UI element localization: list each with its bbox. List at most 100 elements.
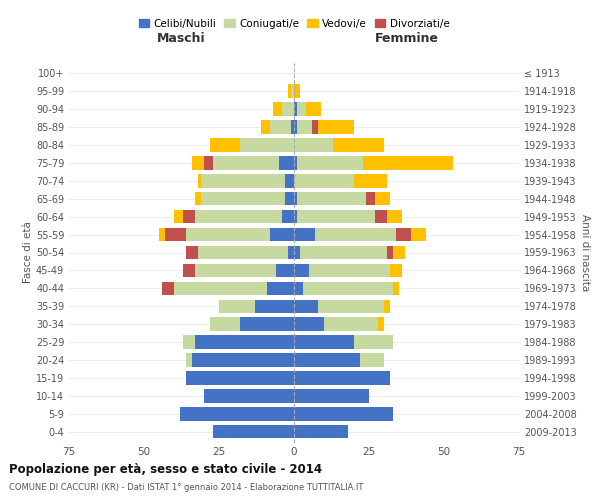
Bar <box>294 407 393 420</box>
Bar <box>210 318 240 331</box>
Bar <box>201 174 285 188</box>
Bar <box>288 246 294 259</box>
Bar <box>183 210 195 224</box>
Bar <box>294 156 297 170</box>
Bar <box>297 210 375 224</box>
Bar <box>270 120 291 134</box>
Bar <box>213 425 294 438</box>
Bar <box>240 318 294 331</box>
Bar <box>183 336 195 349</box>
Bar <box>294 371 390 384</box>
Bar <box>390 264 402 277</box>
Bar <box>204 389 294 402</box>
Bar <box>318 300 384 313</box>
Bar <box>195 210 282 224</box>
Bar <box>285 174 294 188</box>
Bar <box>183 264 195 277</box>
Bar <box>366 192 375 205</box>
Bar <box>354 336 393 349</box>
Bar <box>294 120 297 134</box>
Bar <box>291 84 294 98</box>
Bar <box>267 282 294 295</box>
Bar <box>294 336 354 349</box>
Bar <box>297 156 363 170</box>
Bar <box>201 192 285 205</box>
Bar <box>294 354 360 367</box>
Bar <box>315 228 396 241</box>
Bar <box>309 264 390 277</box>
Bar <box>282 102 294 116</box>
Bar <box>291 120 294 134</box>
Y-axis label: Anni di nascita: Anni di nascita <box>581 214 590 291</box>
Bar <box>219 300 255 313</box>
Bar <box>312 120 318 134</box>
Bar <box>294 264 309 277</box>
Bar <box>285 192 294 205</box>
Bar <box>294 425 348 438</box>
Bar <box>165 228 186 241</box>
Bar <box>186 246 198 259</box>
Bar <box>333 138 384 151</box>
Bar <box>240 138 294 151</box>
Bar <box>255 300 294 313</box>
Bar <box>297 102 306 116</box>
Bar <box>279 156 294 170</box>
Bar <box>294 192 297 205</box>
Bar <box>294 102 297 116</box>
Bar <box>282 210 294 224</box>
Bar <box>297 120 312 134</box>
Bar <box>297 192 366 205</box>
Bar <box>204 156 213 170</box>
Bar <box>387 210 402 224</box>
Bar <box>294 246 300 259</box>
Bar <box>261 120 270 134</box>
Bar <box>354 174 387 188</box>
Bar <box>198 246 288 259</box>
Bar <box>294 389 369 402</box>
Bar <box>192 156 204 170</box>
Bar <box>195 192 201 205</box>
Bar <box>162 282 174 295</box>
Bar <box>294 138 333 151</box>
Bar <box>378 318 384 331</box>
Bar <box>303 282 393 295</box>
Bar <box>396 228 411 241</box>
Bar <box>273 102 282 116</box>
Bar <box>306 102 321 116</box>
Bar <box>294 300 318 313</box>
Text: COMUNE DI CACCURI (KR) - Dati ISTAT 1° gennaio 2014 - Elaborazione TUTTITALIA.IT: COMUNE DI CACCURI (KR) - Dati ISTAT 1° g… <box>9 484 364 492</box>
Bar <box>294 210 297 224</box>
Bar <box>195 336 294 349</box>
Bar <box>174 282 267 295</box>
Bar <box>384 300 390 313</box>
Bar <box>180 407 294 420</box>
Text: Maschi: Maschi <box>157 32 206 44</box>
Bar <box>294 228 315 241</box>
Bar <box>174 210 183 224</box>
Bar <box>360 354 384 367</box>
Bar <box>294 318 324 331</box>
Bar <box>294 84 300 98</box>
Bar <box>159 228 165 241</box>
Bar <box>270 228 294 241</box>
Bar <box>375 210 387 224</box>
Bar <box>393 282 399 295</box>
Bar <box>186 354 192 367</box>
Text: Femmine: Femmine <box>374 32 439 44</box>
Bar <box>294 282 303 295</box>
Bar <box>210 138 240 151</box>
Bar <box>192 354 294 367</box>
Bar <box>393 246 405 259</box>
Bar <box>186 371 294 384</box>
Bar <box>213 156 279 170</box>
Bar <box>411 228 426 241</box>
Bar <box>294 174 354 188</box>
Bar <box>186 228 270 241</box>
Bar <box>276 264 294 277</box>
Bar <box>324 318 378 331</box>
Bar <box>288 84 291 98</box>
Y-axis label: Fasce di età: Fasce di età <box>23 222 33 284</box>
Bar <box>198 174 201 188</box>
Bar <box>318 120 354 134</box>
Bar <box>195 264 276 277</box>
